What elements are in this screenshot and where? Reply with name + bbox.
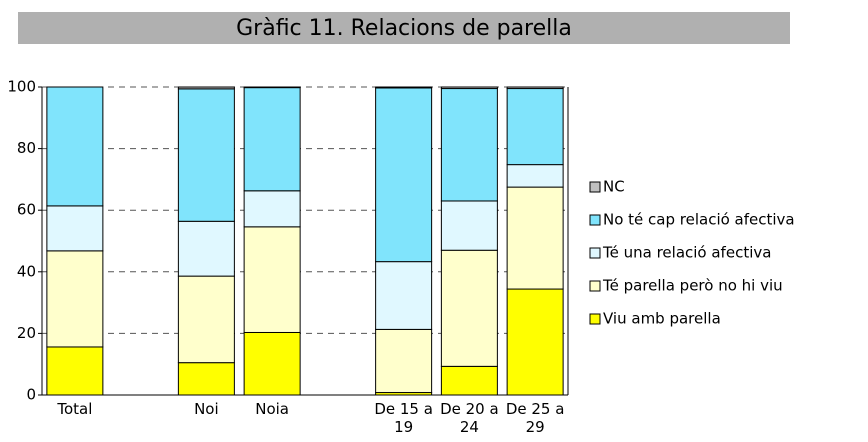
bar-segment (46, 346, 104, 396)
bar-segment (506, 88, 564, 166)
y-tick-label: 80 (17, 139, 36, 157)
bar-segment (375, 261, 433, 330)
legend-swatch (589, 247, 601, 259)
legend-label: NC (603, 178, 625, 196)
bar-segment (243, 226, 301, 333)
bar-segment (243, 331, 301, 396)
bar-segment (177, 88, 235, 222)
y-tick-label: 20 (17, 324, 36, 342)
x-tick-label: De 15 a 19 (374, 400, 433, 436)
legend-swatch (589, 313, 601, 325)
chart-title: Gràfic 11. Relacions de parella (236, 16, 572, 41)
bar-segment (46, 250, 104, 348)
x-tick-label: De 25 a 29 (505, 400, 565, 436)
bar-segment (177, 86, 235, 90)
bar-segment (243, 87, 301, 192)
x-tick-label: Noi (194, 400, 219, 418)
y-tick-label: 0 (26, 386, 36, 404)
bar-segment (46, 86, 104, 207)
bar-segment (506, 186, 564, 290)
legend-label: Té parella però no hi viu (602, 277, 783, 295)
bar-segment (243, 86, 301, 89)
bar-segment (440, 88, 498, 202)
bar-segment (177, 220, 235, 277)
bar-segment (375, 328, 433, 394)
bar-segment (177, 362, 235, 396)
y-tick-label: 60 (17, 201, 36, 219)
legend-label: Té una relació afectiva (602, 244, 771, 262)
bar-segment (375, 86, 433, 89)
y-tick-label: 40 (17, 262, 36, 280)
y-tick-label: 100 (7, 78, 36, 96)
bar-segment (177, 275, 235, 364)
bar-segment (375, 87, 433, 263)
x-tick-label: Total (57, 400, 93, 418)
x-tick-label: Noia (255, 400, 289, 418)
bar-segment (506, 164, 564, 188)
bar-segment (440, 200, 498, 251)
bar-segment (46, 205, 104, 252)
bar-segment (506, 86, 564, 90)
bar-segment (506, 288, 564, 396)
title-banner (18, 12, 790, 44)
bar-segment (440, 365, 498, 396)
legend-swatch (589, 181, 601, 193)
legend-label: Viu amb parella (603, 310, 721, 328)
legend-label: No té cap relació afectiva (603, 211, 795, 229)
bar-segment (440, 86, 498, 90)
legend-swatch (589, 280, 601, 292)
bar-segment (243, 190, 301, 228)
bar-segment (440, 249, 498, 367)
x-tick-label: De 20 a 24 (440, 400, 499, 436)
legend-swatch (589, 214, 601, 226)
